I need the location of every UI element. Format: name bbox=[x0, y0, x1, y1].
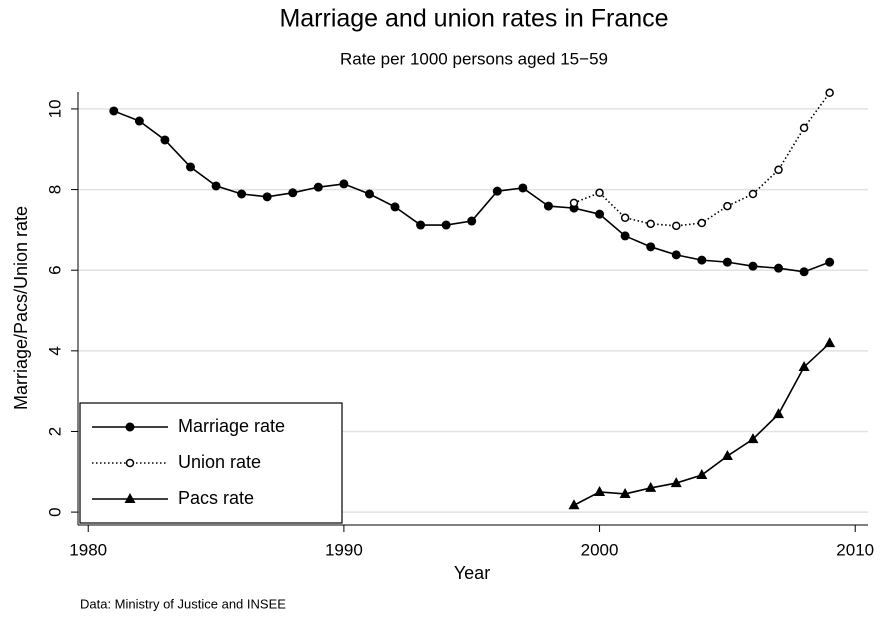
data-point bbox=[799, 267, 809, 277]
data-point bbox=[824, 337, 836, 348]
data-point bbox=[595, 188, 604, 198]
data-point bbox=[262, 192, 272, 202]
data-point bbox=[671, 250, 681, 260]
y-tick-label: 8 bbox=[45, 185, 64, 194]
legend-marker bbox=[125, 458, 135, 468]
y-axis-title: Marriage/Pacs/Union rate bbox=[11, 206, 31, 410]
legend-label: Pacs rate bbox=[178, 488, 254, 508]
data-point bbox=[595, 209, 605, 219]
data-point bbox=[696, 469, 708, 480]
series-line bbox=[573, 92, 831, 227]
data-point bbox=[160, 135, 170, 145]
data-point bbox=[672, 221, 681, 231]
data-point bbox=[568, 499, 580, 510]
data-point bbox=[774, 165, 783, 175]
data-point bbox=[211, 181, 221, 191]
data-point bbox=[798, 360, 810, 371]
data-point bbox=[825, 257, 835, 267]
data-point bbox=[185, 162, 195, 172]
chart-subtitle: Rate per 1000 persons aged 15−59 bbox=[340, 49, 608, 68]
data-point bbox=[825, 88, 834, 98]
series-line bbox=[113, 110, 830, 273]
data-point bbox=[619, 487, 631, 498]
legend-label: Marriage rate bbox=[178, 416, 285, 436]
x-tick-label: 1990 bbox=[325, 540, 363, 559]
data-point bbox=[799, 123, 809, 133]
data-point bbox=[645, 481, 657, 492]
data-point bbox=[467, 216, 477, 226]
source-note: Data: Ministry of Justice and INSEE bbox=[80, 596, 286, 611]
data-point bbox=[620, 213, 630, 223]
data-point bbox=[288, 188, 298, 198]
data-point bbox=[620, 231, 630, 241]
y-tick-label: 6 bbox=[45, 265, 64, 274]
data-point bbox=[109, 106, 119, 116]
data-point bbox=[747, 433, 759, 444]
data-point bbox=[569, 198, 579, 208]
data-point bbox=[721, 450, 733, 461]
data-point bbox=[748, 261, 758, 271]
data-point bbox=[134, 116, 144, 126]
data-point bbox=[492, 186, 502, 196]
data-point bbox=[518, 183, 528, 193]
data-point bbox=[646, 242, 656, 252]
data-point bbox=[543, 201, 553, 211]
data-point bbox=[697, 218, 707, 228]
data-point bbox=[748, 189, 758, 199]
data-point bbox=[364, 189, 374, 199]
data-point bbox=[313, 182, 323, 192]
data-point bbox=[594, 485, 606, 496]
data-point bbox=[774, 263, 784, 273]
legend-box bbox=[79, 402, 343, 524]
data-point bbox=[390, 202, 400, 212]
chart-title: Marriage and union rates in France bbox=[279, 5, 668, 33]
legend-label: Union rate bbox=[178, 452, 261, 472]
x-tick-label: 2000 bbox=[581, 540, 619, 559]
legend-marker bbox=[124, 493, 136, 503]
x-axis-title: Year bbox=[454, 563, 490, 583]
data-point bbox=[646, 219, 655, 229]
y-tick-label: 4 bbox=[45, 346, 64, 355]
y-tick-label: 10 bbox=[45, 99, 64, 118]
legend-marker bbox=[125, 422, 135, 432]
data-point bbox=[237, 189, 247, 199]
data-point bbox=[697, 255, 707, 265]
data-point bbox=[416, 220, 426, 230]
x-tick-label: 1980 bbox=[69, 540, 107, 559]
data-point bbox=[670, 477, 682, 488]
data-point bbox=[441, 220, 451, 230]
data-point bbox=[339, 179, 349, 189]
series-line bbox=[573, 342, 831, 506]
data-point bbox=[773, 408, 785, 419]
x-tick-label: 2010 bbox=[836, 540, 874, 559]
data-point bbox=[723, 201, 732, 211]
y-tick-label: 0 bbox=[45, 507, 64, 516]
y-tick-label: 2 bbox=[45, 427, 64, 436]
data-point bbox=[722, 257, 732, 267]
